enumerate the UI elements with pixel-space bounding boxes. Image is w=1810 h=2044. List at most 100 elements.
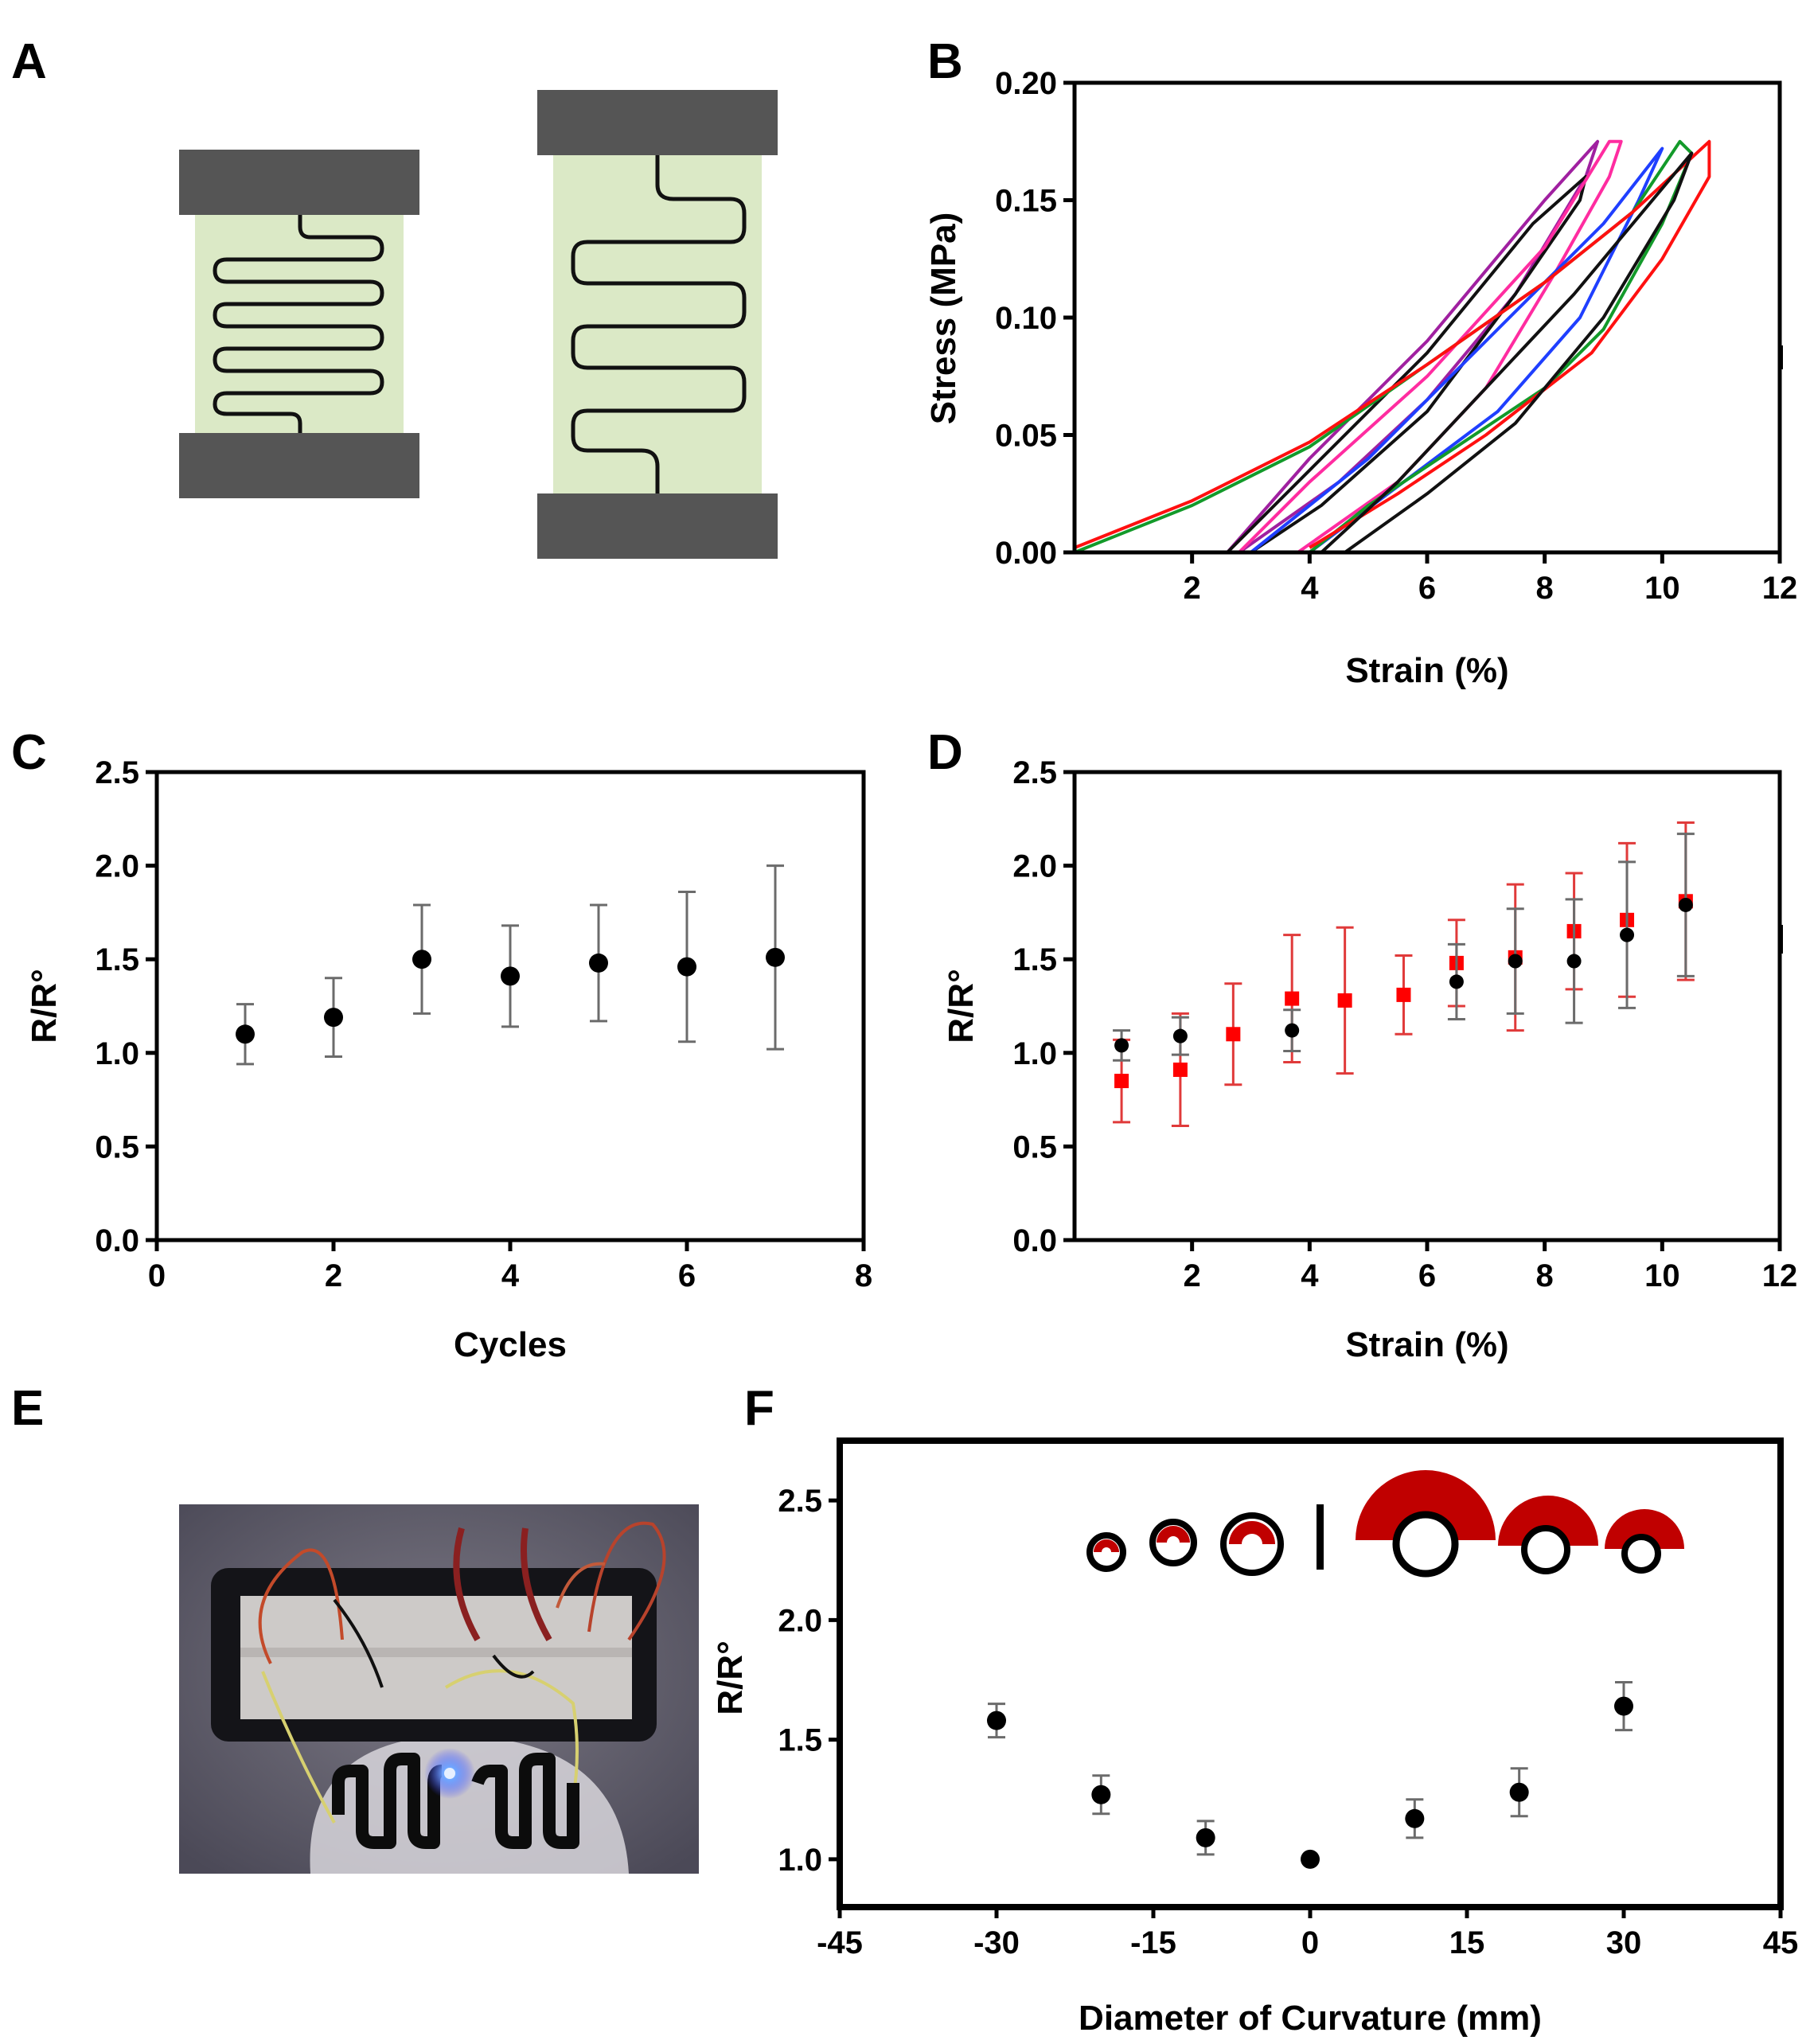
x-tick-label: 8 (1536, 571, 1554, 606)
top-clamp-unstretched (179, 150, 419, 215)
y-axis-label-c: R/R° (25, 969, 64, 1043)
data-point-square (1285, 991, 1300, 1006)
jumper-wires (258, 1521, 666, 1824)
panel-a: A (11, 34, 778, 559)
stress-strain-chart: B 2 4 6 8 10 12 0.00 0.05 0.10 0.15 0.20 Strain (… (924, 34, 1797, 690)
y-tick-label: 1.5 (778, 1723, 822, 1758)
data-point (1614, 1696, 1633, 1716)
y-tick-label: 2.0 (95, 849, 139, 884)
inner-bend-small-icon (1086, 1532, 1126, 1572)
data-point-square (1337, 993, 1352, 1008)
panel-label-d: D (927, 725, 963, 780)
serpentine-trace-unstretched (213, 215, 384, 433)
data-point-square (1172, 1062, 1188, 1077)
data-point (1508, 954, 1523, 969)
data-point-square (1396, 987, 1411, 1002)
x-ticks-b: 2 4 6 8 10 12 (1184, 552, 1797, 606)
x-tick-label: 8 (855, 1258, 872, 1293)
x-tick-label: 15 (1449, 1925, 1485, 1960)
plot-frame-d (1072, 770, 1782, 1242)
bottom-clamp-unstretched (179, 433, 419, 498)
panel-label-f: F (744, 1381, 774, 1436)
data-point (1449, 974, 1464, 989)
curve-cycle-green (1074, 139, 1694, 554)
y-tick-label: 1.0 (1012, 1036, 1057, 1071)
top-clamp-stretched (537, 90, 778, 155)
y-tick-label: 2.5 (778, 1484, 822, 1519)
x-tick-label: -15 (1130, 1925, 1176, 1960)
data-point (1405, 1808, 1425, 1828)
data-point (1566, 954, 1582, 969)
x-axis-label-c: Cycles (454, 1325, 567, 1364)
data-point (987, 1710, 1006, 1730)
data-point (1172, 1028, 1188, 1043)
data-point (1285, 1023, 1300, 1038)
bottom-clamp-stretched (537, 493, 778, 559)
data-point (412, 950, 431, 969)
bending-indicators (1086, 1470, 1684, 1578)
y-ticks-c: 0.0 0.5 1.0 1.5 2.0 2.5 (95, 755, 157, 1258)
data-points-c (236, 864, 785, 1066)
y-tick-label: 1.5 (95, 942, 139, 977)
data-point (1114, 1038, 1129, 1053)
breadboard (240, 1596, 632, 1719)
data-points-f (987, 1681, 1633, 1869)
outer-bend-small-icon (1605, 1509, 1684, 1574)
y-tick-label: 0.00 (995, 536, 1057, 571)
y-tick-label: 0.0 (1012, 1223, 1057, 1258)
y-tick-label: 1.0 (778, 1843, 822, 1878)
y-tick-label: 2.0 (778, 1603, 822, 1638)
y-axis-label-b: Stress (MPa) (924, 213, 963, 425)
outer-bend-large-icon (1356, 1470, 1496, 1578)
data-point (1196, 1828, 1215, 1847)
flat-divider-icon (1317, 1504, 1324, 1570)
data-points-d (1113, 821, 1695, 1128)
data-point (324, 1008, 343, 1028)
y-tick-label: 0.10 (995, 301, 1057, 336)
x-tick-label: 2 (1184, 571, 1201, 606)
cycles-resistance-chart: C 0 2 4 6 8 0.0 0.5 1.0 1.5 2.0 2.5 Cycles R/R° (11, 725, 872, 1364)
curve-cycle-blue (1250, 146, 1664, 554)
x-tick-label: -30 (973, 1925, 1020, 1960)
x-tick-label: 4 (501, 1258, 520, 1293)
inner-bend-large-icon (1220, 1512, 1284, 1576)
edge-artifact (1780, 925, 1783, 954)
panel-e: E (11, 1381, 699, 1874)
y-tick-label: 0.20 (995, 66, 1057, 101)
curvature-resistance-chart: F -45 -30 -15 0 15 30 45 1.0 1.5 2.0 2.5 Diameter… (711, 1381, 1798, 2038)
x-tick-label: 6 (678, 1258, 696, 1293)
film-unstretched (195, 215, 404, 446)
x-ticks-c: 0 2 4 6 8 (148, 1240, 872, 1293)
y-axis-label-d: R/R° (942, 969, 981, 1043)
x-tick-label: 2 (325, 1258, 342, 1293)
breadboard-led-photo-icon (179, 1504, 699, 1874)
x-ticks-f: -45 -30 -15 0 15 30 45 (817, 1907, 1798, 1960)
data-point (1509, 1782, 1529, 1802)
data-point (501, 966, 520, 986)
y-tick-label: 0.0 (95, 1223, 139, 1258)
y-tick-label: 1.5 (1012, 942, 1057, 977)
data-point (1091, 1785, 1111, 1804)
panel-label-c: C (11, 725, 47, 780)
curve-cycle-black-b (1320, 151, 1694, 554)
x-tick-label: 8 (1536, 1258, 1554, 1293)
y-ticks-f: 1.0 1.5 2.0 2.5 (778, 1484, 840, 1878)
y-tick-label: 2.5 (1012, 755, 1057, 790)
data-point-square (1226, 1027, 1241, 1042)
x-tick-label: 45 (1763, 1925, 1799, 1960)
data-point (766, 947, 785, 967)
stress-strain-curves (1074, 139, 1711, 554)
data-point (1620, 927, 1635, 942)
data-point (1301, 1849, 1320, 1869)
unstretched-sample (179, 150, 419, 498)
x-tick-label: 30 (1606, 1925, 1642, 1960)
x-tick-label: -45 (817, 1925, 863, 1960)
panel-label-a: A (11, 34, 47, 89)
plot-frame-b (1072, 80, 1782, 555)
y-tick-label: 0.15 (995, 184, 1057, 219)
led (444, 1768, 455, 1779)
x-tick-label: 0 (148, 1258, 166, 1293)
y-tick-label: 0.05 (995, 419, 1057, 454)
x-tick-label: 6 (1418, 571, 1436, 606)
